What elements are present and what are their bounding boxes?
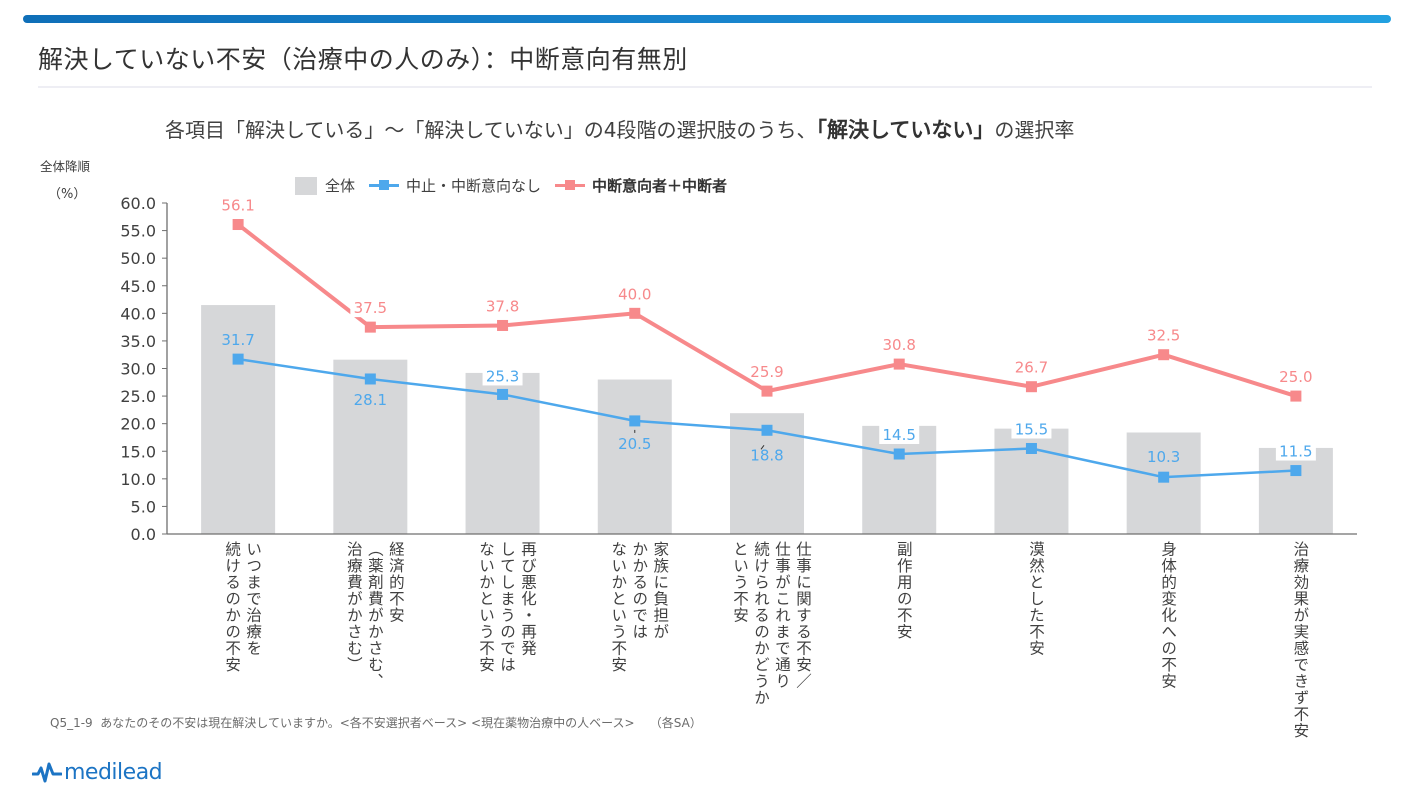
y-tick-label: 10.0 xyxy=(120,470,156,489)
data-label-bg xyxy=(1011,419,1052,439)
data-label-no-intent: 10.3 xyxy=(1147,448,1180,466)
data-label-no-intent: 25.3 xyxy=(486,367,519,385)
series-no-intent-marker xyxy=(761,424,773,436)
data-label-intent: 40.0 xyxy=(618,285,651,303)
legend-item-intent: 中断意向者＋中断者 xyxy=(555,175,727,196)
series-intent-marker xyxy=(497,319,509,331)
data-label-no-intent: 20.5 xyxy=(618,435,651,453)
data-label-no-intent: 31.7 xyxy=(221,331,254,349)
sort-note: 全体降順 xyxy=(40,159,91,174)
y-tick-label: 15.0 xyxy=(120,442,156,461)
series-no-intent-marker xyxy=(1025,442,1037,454)
data-label-intent: 37.8 xyxy=(486,297,519,315)
data-label-no-intent: 18.8 xyxy=(750,446,783,464)
data-label-no-intent: 28.1 xyxy=(354,391,387,409)
bar-overall xyxy=(201,305,276,534)
y-tick-label: 25.0 xyxy=(120,387,156,406)
y-tick-label: 0.0 xyxy=(131,525,156,544)
legend-label: 中止・中断意向なし xyxy=(406,177,542,195)
y-axis-unit-label: （%） xyxy=(48,187,87,202)
x-category-label: 家族に負担が かかるのでは ないかという不安 xyxy=(609,541,670,673)
data-label-bg xyxy=(482,366,523,386)
y-tick-label: 55.0 xyxy=(120,222,156,241)
series-no-intent-marker xyxy=(497,388,509,400)
data-label-no-intent: 14.5 xyxy=(883,426,916,444)
legend-line-swatch-pink xyxy=(555,180,586,190)
x-category-label: 経済的不安 （薬剤費がかさむ、 治療費がかさむ） xyxy=(344,541,405,690)
pulse-logo-icon xyxy=(32,762,62,782)
data-label-intent: 37.5 xyxy=(354,299,387,317)
y-tick-label: 20.0 xyxy=(120,415,156,434)
subtitle-suffix: の選択率 xyxy=(994,118,1075,142)
logo-text: medilead xyxy=(64,760,163,785)
x-category-label: いつまで治療を 続けるのかの不安 xyxy=(223,541,263,673)
data-label-intent: 56.1 xyxy=(221,197,254,215)
y-tick-label: 45.0 xyxy=(120,277,156,296)
data-label-no-intent: 11.5 xyxy=(1279,443,1312,461)
y-tick-label: 35.0 xyxy=(120,332,156,351)
subtitle-emphasis: 「解決していない」 xyxy=(816,118,995,142)
data-label-bg xyxy=(879,425,920,445)
bar-overall xyxy=(1126,432,1201,534)
series-intent-marker xyxy=(1290,390,1302,402)
chart-subtitle: 各項目「解決している」～「解決していない」の4段階の選択肢のうち、「解決していな… xyxy=(165,114,1074,144)
series-no-intent-marker xyxy=(364,373,376,385)
footnote: Q5_1-9 あなたのその不安は現在解決していますか。<各不安選択者ベース> <… xyxy=(50,716,702,730)
series-intent-marker xyxy=(1025,381,1037,393)
y-tick-label: 60.0 xyxy=(120,194,156,213)
data-label-intent: 25.9 xyxy=(750,363,783,381)
data-label-intent: 25.0 xyxy=(1279,368,1312,386)
series-no-intent-marker xyxy=(1290,465,1302,477)
leader-line xyxy=(760,444,765,450)
data-label-intent: 32.5 xyxy=(1147,327,1180,345)
series-no-intent-marker xyxy=(232,353,244,365)
y-tick-label: 50.0 xyxy=(120,249,156,268)
x-category-label: 再び悪化・再発 してしまうのでは ないかという不安 xyxy=(477,541,538,673)
series-intent-marker xyxy=(629,307,641,319)
legend-item-overall: 全体 xyxy=(295,175,355,196)
chart-legend: 全体 中止・中断意向なし 中断意向者＋中断者 xyxy=(295,175,741,196)
series-no-intent-marker xyxy=(1158,471,1170,483)
y-tick-label: 30.0 xyxy=(120,360,156,379)
page-title: 解決していない不安（治療中の人のみ）：中断意向有無別 xyxy=(38,45,688,74)
bar-overall xyxy=(333,359,408,534)
series-intent-marker xyxy=(232,219,244,231)
data-label-bg xyxy=(1275,441,1316,461)
x-category-label: 身体的変化への不安 xyxy=(1159,541,1178,690)
legend-label: 全体 xyxy=(325,177,356,195)
series-no-intent-marker xyxy=(629,415,641,427)
series-no-intent-marker xyxy=(893,448,905,460)
data-label-bg xyxy=(350,298,391,318)
y-tick-label: 5.0 xyxy=(131,497,156,516)
x-category-label: 治療効果が実感できず不安 xyxy=(1291,541,1310,739)
bar-overall xyxy=(597,379,672,534)
data-label-intent: 26.7 xyxy=(1015,359,1048,377)
data-label-no-intent: 15.5 xyxy=(1015,420,1048,438)
header-accent-bar xyxy=(23,15,1391,23)
series-intent-marker xyxy=(1158,349,1170,361)
bar-overall xyxy=(1258,447,1333,534)
data-label-intent: 30.8 xyxy=(883,336,916,354)
y-tick-label: 40.0 xyxy=(120,304,156,323)
x-category-label: 仕事に関する不安／ 仕事がこれまで通り 続けられるのかどうか という不安 xyxy=(731,541,812,706)
legend-item-no-intent: 中止・中断意向なし xyxy=(369,175,541,196)
series-intent-marker xyxy=(761,385,773,397)
x-category-label: 副作用の不安 xyxy=(894,541,913,640)
series-intent-marker xyxy=(364,321,376,333)
legend-line-swatch-blue xyxy=(369,180,400,190)
series-intent-marker xyxy=(893,358,905,370)
medilead-logo: medilead xyxy=(32,760,163,785)
x-category-label: 漠然とした不安 xyxy=(1026,541,1045,657)
legend-label: 中断意向者＋中断者 xyxy=(592,177,728,195)
subtitle-prefix: 各項目「解決している」～「解決していない」の4段階の選択肢のうち、 xyxy=(165,118,817,142)
title-divider xyxy=(38,86,1372,88)
legend-bar-swatch xyxy=(295,176,317,195)
